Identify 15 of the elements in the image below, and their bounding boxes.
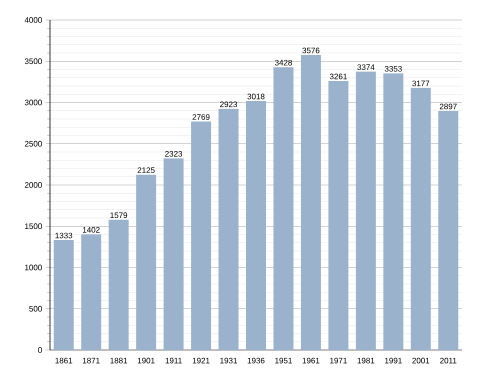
- bar: [438, 111, 458, 350]
- bar: [300, 54, 321, 350]
- bar: [108, 220, 129, 350]
- bar: [328, 80, 348, 350]
- bar: [273, 67, 294, 350]
- bar: [164, 158, 184, 350]
- bar: [246, 101, 266, 350]
- bar: [81, 234, 102, 350]
- bar: [218, 108, 239, 350]
- bar: [54, 240, 74, 350]
- bar: [410, 88, 431, 350]
- bar: [136, 174, 156, 350]
- bar: [356, 72, 376, 350]
- bar: [383, 73, 404, 350]
- bar: [191, 122, 212, 350]
